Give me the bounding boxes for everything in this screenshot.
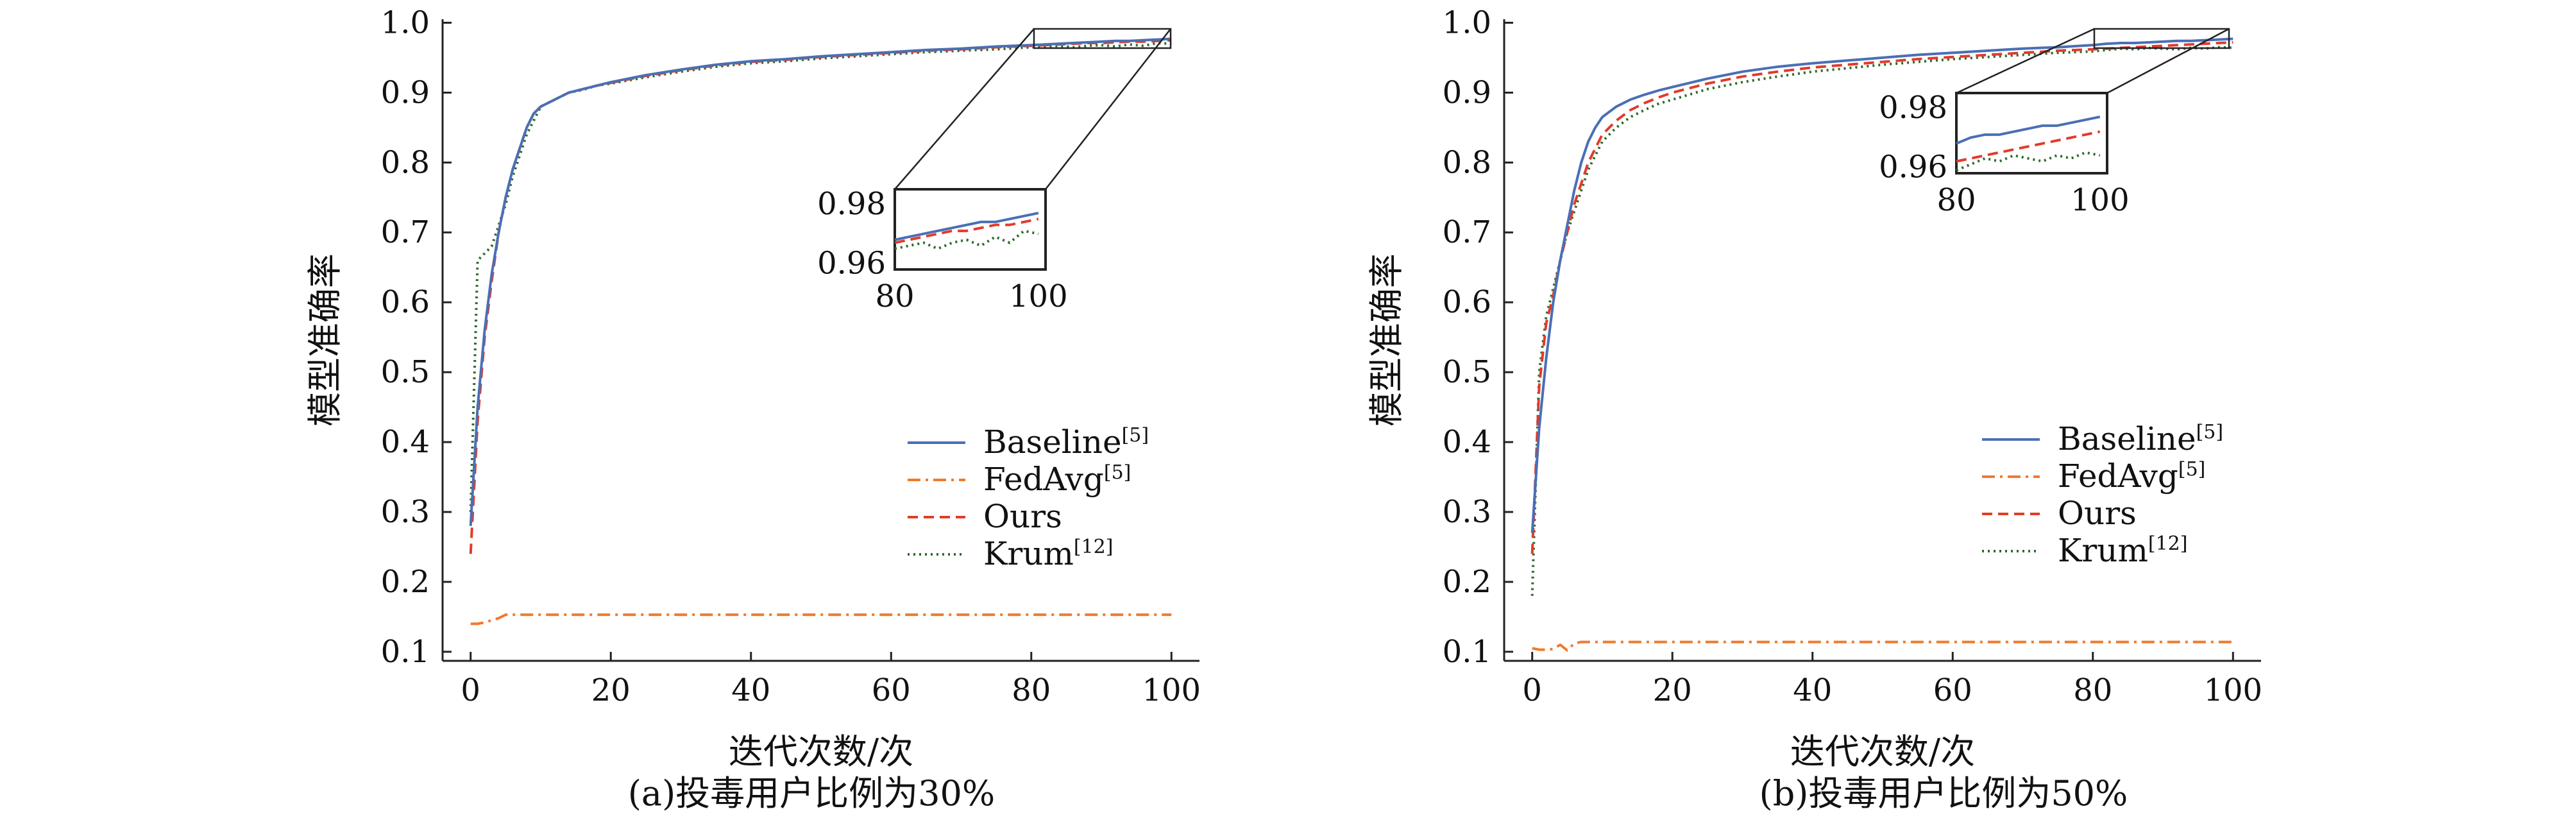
inset-line-baseline [894, 212, 1039, 241]
legend-reference: [5] [2196, 421, 2224, 443]
y-tick-label: 1.0 [1443, 4, 1491, 40]
y-tick-label: 0.9 [1443, 74, 1491, 110]
legend-reference: [12] [2148, 533, 2188, 555]
y-tick-label: 0.4 [1443, 424, 1491, 460]
chart-panel-a: 0.1 0.2 0.3 0.4 0.5 0.6 0.7 0.8 0.9 1.0 0 20 40 60 80 1… [305, 4, 1201, 814]
zoom-connector [894, 28, 1035, 190]
inset-y-tick-label: 0.98 [1879, 90, 1947, 126]
inset-line-ours [894, 218, 1039, 244]
legend-series-name: Krum [2058, 532, 2148, 569]
legend-label-ours: Ours [983, 498, 1062, 535]
legend-label-krum: Krum[12] [983, 535, 1113, 572]
zoom-region-box [2093, 28, 2230, 49]
inset-line-baseline [1956, 115, 2101, 145]
y-tick-label: 0.6 [381, 284, 430, 320]
legend-series-name: Ours [2058, 495, 2137, 532]
series-line-krum [469, 42, 1172, 513]
legend-reference: [12] [1074, 536, 1114, 558]
x-tick-label: 20 [1653, 672, 1692, 708]
series-line-ours [1530, 40, 2233, 554]
legend-label-baseline: Baseline[5] [2058, 420, 2223, 457]
y-tick-label: 0.1 [381, 634, 430, 670]
legend-series-name: FedAvg [2058, 457, 2178, 495]
chart-panel-b: 0.1 0.2 0.3 0.4 0.5 0.6 0.7 0.8 0.9 1.0 0 20 40 60 80 1… [1366, 4, 2262, 814]
inset-line-krum [894, 229, 1039, 250]
inset-x-tick-label: 100 [2071, 182, 2130, 218]
y-tick-label: 1.0 [381, 4, 430, 40]
y-tick-label: 0.2 [381, 564, 430, 600]
inset-x-tick-label: 80 [875, 278, 914, 314]
legend-label-krum: Krum[12] [2058, 532, 2187, 569]
x-tick-label: 0 [461, 672, 480, 708]
zoom-connector [1956, 28, 2095, 94]
y-tick-label: 0.5 [1443, 354, 1491, 390]
x-axis-label: 迭代次数/次 [1790, 731, 1975, 772]
series-line-fedavg [1532, 640, 2233, 652]
y-tick-label: 0.2 [1443, 564, 1491, 600]
y-tick-label: 0.3 [381, 494, 430, 530]
y-tick-label: 0.8 [381, 144, 430, 180]
inset-x-tick-label: 100 [1009, 278, 1068, 314]
y-tick-label: 0.4 [381, 424, 430, 460]
x-tick-label: 0 [1522, 672, 1542, 708]
zoom-connector [2106, 28, 2230, 94]
legend-series-name: Ours [983, 498, 1062, 535]
x-tick-label: 20 [591, 672, 631, 708]
x-axis-label: 迭代次数/次 [729, 731, 913, 772]
x-tick-label: 80 [2073, 672, 2112, 708]
x-tick-label: 100 [1142, 672, 1201, 708]
legend-label-ours: Ours [2058, 495, 2137, 532]
legend-label-fedavg: FedAvg[5] [2058, 457, 2205, 495]
zoom-region-box [1033, 28, 1172, 49]
inset-frame [1955, 92, 2108, 175]
y-axis-label: 模型准确率 [305, 253, 345, 427]
y-tick-label: 0.7 [1443, 214, 1491, 250]
y-tick-label: 0.3 [1443, 494, 1491, 530]
series-line-baseline [469, 37, 1172, 526]
zoom-connector [1045, 28, 1171, 190]
y-axis-label: 模型准确率 [1366, 253, 1407, 427]
panel-caption: (a)投毒用户比例为30% [628, 773, 995, 814]
legend-label-baseline: Baseline[5] [983, 423, 1149, 461]
x-tick-label: 60 [872, 672, 911, 708]
series-line-fedavg [470, 613, 1172, 626]
inset-x-tick-label: 80 [1936, 182, 1976, 218]
legend-reference: [5] [1122, 424, 1149, 447]
series-line-baseline [1530, 37, 2233, 533]
x-tick-label: 60 [1933, 672, 1972, 708]
legend-label-fedavg: FedAvg[5] [983, 461, 1131, 498]
legend-reference: [5] [1104, 461, 1131, 484]
x-tick-label: 40 [731, 672, 770, 708]
legend-series-name: Baseline [2058, 420, 2196, 457]
legend-series-name: Baseline [983, 423, 1122, 461]
x-tick-label: 100 [2203, 672, 2262, 708]
inset-frame [894, 188, 1047, 271]
y-tick-label: 0.1 [1443, 634, 1491, 670]
y-tick-label: 0.7 [381, 214, 430, 250]
inset-line-ours [1956, 130, 2101, 163]
panel-caption: (b)投毒用户比例为50% [1759, 773, 2128, 814]
inset-y-tick-label: 0.96 [817, 246, 886, 282]
inset-y-tick-label: 0.96 [1879, 149, 1947, 185]
y-tick-label: 0.6 [1443, 284, 1491, 320]
x-tick-label: 80 [1012, 672, 1051, 708]
inset-y-tick-label: 0.98 [817, 186, 886, 222]
legend-series-name: Krum [983, 535, 1074, 572]
y-tick-label: 0.9 [381, 74, 430, 110]
y-tick-label: 0.8 [1443, 144, 1491, 180]
y-tick-label: 0.5 [381, 354, 430, 390]
legend-reference: [5] [2178, 458, 2206, 481]
inset-line-krum [1956, 151, 2101, 172]
x-tick-label: 40 [1793, 672, 1832, 708]
legend-series-name: FedAvg [983, 461, 1104, 498]
